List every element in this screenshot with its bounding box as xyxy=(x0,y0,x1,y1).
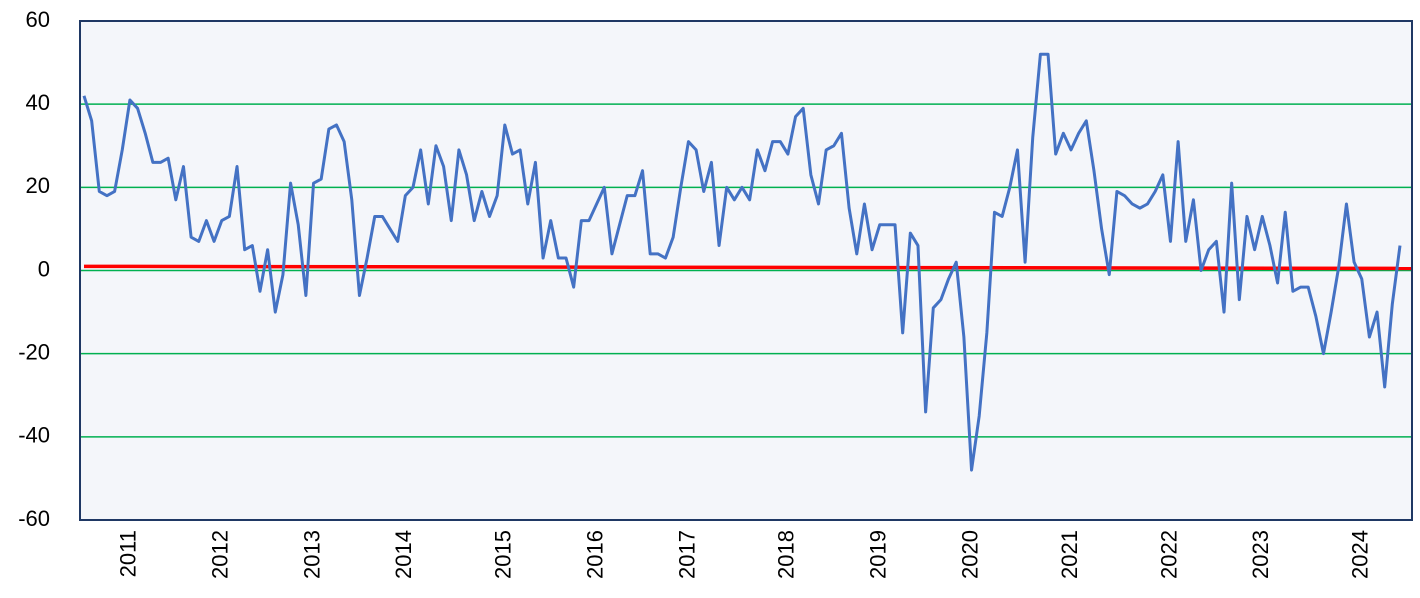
x-tick-label: 2016 xyxy=(582,530,607,579)
x-tick-label: 2022 xyxy=(1156,530,1181,579)
x-tick-label: 2024 xyxy=(1348,530,1373,579)
y-tick-label: -20 xyxy=(18,339,50,364)
plot-border xyxy=(79,20,1413,521)
x-tick-label: 2019 xyxy=(866,530,891,579)
reference-line xyxy=(83,264,1413,271)
y-tick-label: 60 xyxy=(26,7,50,32)
data-line xyxy=(82,52,1402,472)
y-tick-label: 20 xyxy=(26,173,50,198)
y-tick-label: 40 xyxy=(26,90,50,115)
x-tick-label: 2011 xyxy=(116,530,141,577)
y-tick-label: -60 xyxy=(18,506,50,531)
x-tick-label: 2013 xyxy=(299,530,324,579)
x-tick-label: 2012 xyxy=(208,530,233,579)
x-tick-label: 2020 xyxy=(957,530,982,579)
x-tick-label: 2018 xyxy=(774,530,799,579)
x-tick-label: 2015 xyxy=(491,530,516,579)
x-tick-label: 2023 xyxy=(1248,530,1273,579)
y-tick-label: 0 xyxy=(38,256,50,281)
x-tick-label: 2014 xyxy=(391,530,416,579)
x-tick-label: 2017 xyxy=(674,530,699,579)
y-tick-label: -40 xyxy=(18,423,50,448)
x-tick-label: 2021 xyxy=(1057,530,1082,579)
